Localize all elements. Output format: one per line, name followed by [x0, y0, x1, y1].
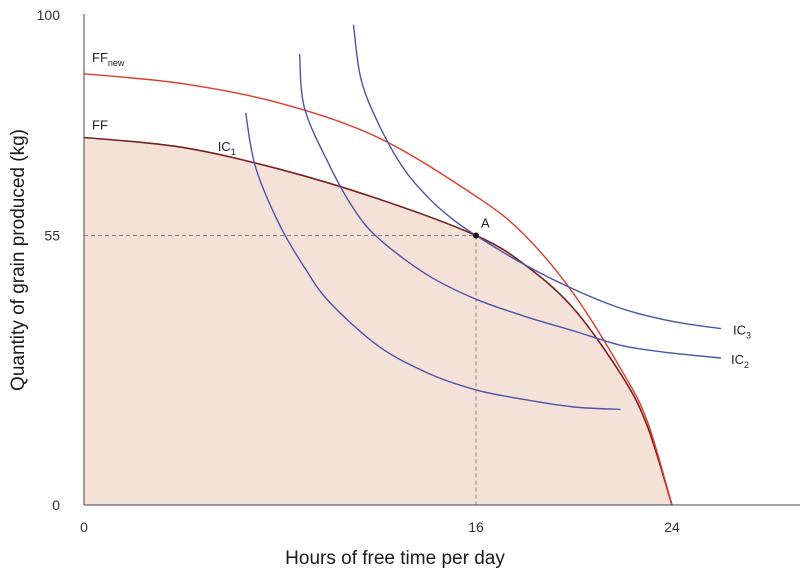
y-tick-label: 55 [44, 228, 60, 244]
plot-area [83, 24, 722, 506]
series-label-ic3: IC3 [733, 323, 751, 341]
curve-ic3 [352, 24, 722, 330]
feasible-set-area [84, 137, 672, 505]
y-axis-title: Quantity of grain produced (kg) [8, 129, 29, 391]
x-tick-label: 0 [80, 519, 88, 535]
tick-labels: 0 16 24 0 55 100 [37, 7, 680, 535]
curve-labels: A FFnew FF IC1 IC2 IC3 [92, 50, 751, 370]
point-a-label: A [481, 216, 490, 231]
series-label-ic1: IC1 [218, 139, 236, 157]
series-label-ic2: IC2 [731, 352, 749, 370]
curve-ic2 [298, 54, 722, 359]
x-tick-label: 16 [468, 519, 484, 535]
y-tick-label: 0 [52, 497, 60, 513]
series-label-ff: FF [92, 118, 108, 133]
curve-ffnew [83, 73, 673, 506]
point-a-marker [473, 232, 479, 239]
y-tick-label: 100 [37, 7, 61, 23]
curve-ic1 [245, 112, 621, 411]
x-axis-title: Hours of free time per day [285, 548, 505, 569]
series-label-ffnew: FFnew [92, 50, 125, 68]
x-tick-label: 24 [664, 519, 680, 535]
curve-ff [83, 136, 673, 506]
